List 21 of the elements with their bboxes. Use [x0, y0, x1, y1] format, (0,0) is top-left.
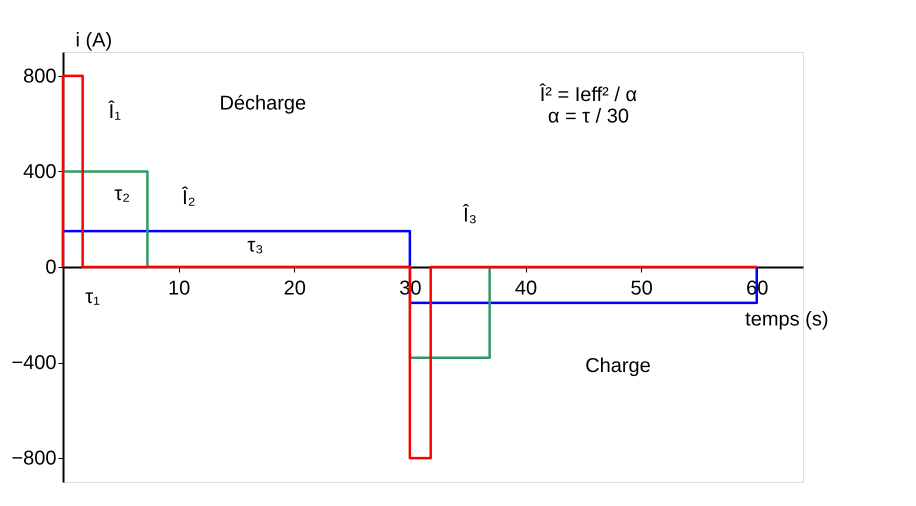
y-tick-label: 0: [45, 256, 56, 278]
annotation: τ₁: [85, 286, 100, 308]
annotation: Î₂: [181, 186, 196, 210]
x-tick-label: 50: [630, 278, 653, 300]
annotation: Î₁: [108, 100, 122, 124]
y-axis-title: i (A): [76, 30, 112, 52]
annotation: α = τ / 30: [548, 106, 629, 128]
x-tick-label: 20: [284, 278, 306, 300]
y-tick-label: −800: [11, 448, 56, 470]
x-tick-label: 10: [168, 278, 190, 300]
annotation: Î² = Ieff² / α: [538, 83, 638, 106]
y-tick-label: 800: [23, 65, 56, 88]
annotation: τ₃: [247, 234, 264, 256]
x-axis-title: temps (s): [745, 308, 828, 330]
annotation: Charge: [585, 354, 651, 377]
annotation: τ₂: [114, 182, 130, 205]
annotation: Décharge: [219, 92, 306, 115]
y-tick-label: 400: [23, 160, 56, 183]
annotation: Î₃: [462, 203, 477, 226]
y-tick-label: −400: [11, 352, 56, 374]
x-tick-label: 40: [514, 278, 538, 300]
